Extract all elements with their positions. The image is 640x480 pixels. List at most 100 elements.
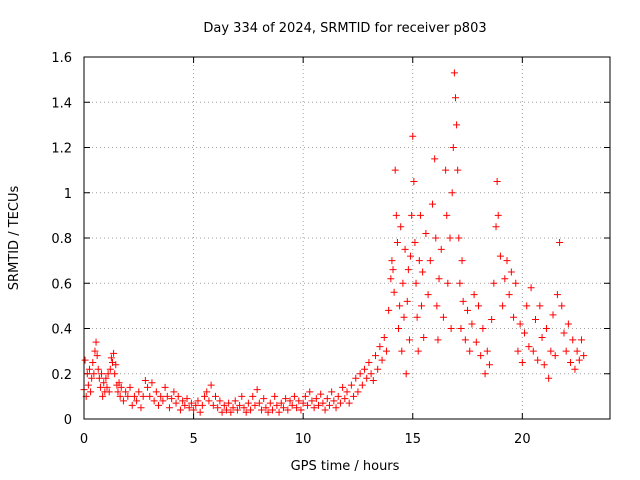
data-point (401, 245, 409, 253)
data-point (334, 392, 342, 400)
data-point (170, 388, 178, 396)
data-point (468, 320, 476, 328)
data-point (512, 279, 520, 287)
data-point (264, 408, 272, 416)
data-point (99, 392, 107, 400)
data-point (159, 397, 167, 405)
data-point (233, 406, 241, 414)
data-point (262, 404, 270, 412)
data-point (374, 365, 382, 373)
data-point (580, 352, 588, 360)
data-point (81, 356, 89, 364)
x-tick-label: 5 (189, 432, 197, 447)
data-point (176, 406, 184, 414)
data-point (165, 404, 173, 412)
data-point (336, 399, 344, 407)
data-point (135, 388, 143, 396)
data-point (380, 334, 388, 342)
x-axis-label: GPS time / hours (291, 459, 400, 474)
data-point (207, 381, 215, 389)
data-point (84, 381, 92, 389)
data-point (378, 356, 386, 364)
data-point (392, 211, 400, 219)
data-point (315, 401, 323, 409)
data-point (137, 404, 145, 412)
data-point (556, 239, 564, 247)
data-point (104, 370, 112, 378)
x-tick-label: 20 (514, 432, 531, 447)
data-point (453, 121, 461, 129)
data-point (523, 302, 531, 310)
data-point (168, 395, 176, 403)
data-point (414, 347, 422, 355)
data-point (187, 399, 195, 407)
data-point (312, 395, 320, 403)
data-point (413, 313, 421, 321)
y-tick-label: 0.8 (51, 232, 72, 247)
data-point (288, 401, 296, 409)
data-point (560, 329, 568, 337)
data-point (192, 401, 200, 409)
data-point (87, 388, 95, 396)
data-point (390, 288, 398, 296)
data-point (268, 406, 276, 414)
data-point (361, 365, 369, 373)
data-point (350, 392, 358, 400)
data-point (451, 94, 459, 102)
data-point (343, 388, 351, 396)
data-point (395, 325, 403, 332)
data-point (119, 397, 127, 405)
data-point (98, 370, 106, 378)
data-point (332, 404, 340, 412)
data-point (405, 336, 413, 344)
data-points (80, 69, 588, 416)
data-point (483, 347, 491, 355)
data-point (133, 397, 141, 405)
data-point (567, 358, 575, 366)
data-point (352, 374, 360, 382)
y-tick-label: 1.6 (51, 51, 72, 66)
data-point (141, 377, 149, 385)
data-point (363, 374, 371, 382)
data-point (222, 406, 230, 414)
data-point (284, 406, 292, 414)
data-point (416, 211, 424, 219)
data-point (461, 336, 469, 344)
data-point (225, 399, 233, 407)
data-point (371, 352, 379, 360)
data-point (112, 361, 120, 369)
data-point (531, 315, 539, 323)
data-point (458, 257, 466, 265)
data-point (466, 347, 474, 355)
data-point (273, 401, 281, 409)
data-point (83, 370, 91, 378)
data-point (301, 392, 309, 400)
data-point (551, 352, 559, 360)
data-point (220, 401, 228, 409)
data-point (231, 397, 239, 405)
y-tick-label: 1 (64, 187, 72, 202)
data-point (545, 374, 553, 382)
data-point (399, 279, 407, 287)
data-point (428, 200, 436, 208)
data-point (249, 392, 257, 400)
data-point (393, 239, 401, 247)
data-point (102, 374, 110, 382)
data-point (475, 302, 482, 310)
data-point (321, 406, 329, 414)
data-point (527, 284, 535, 292)
data-point (354, 388, 362, 396)
data-point (434, 336, 442, 344)
data-point (396, 302, 404, 310)
data-point (266, 399, 274, 407)
data-point (323, 395, 331, 403)
data-point (525, 343, 533, 351)
data-point (493, 177, 501, 185)
data-point (293, 404, 301, 412)
x-tick-labels: 0 5 10 15 20 (80, 432, 531, 447)
data-point (317, 390, 325, 398)
data-point (152, 388, 160, 396)
data-point (534, 356, 542, 364)
data-point (286, 397, 294, 405)
data-point (432, 234, 440, 242)
